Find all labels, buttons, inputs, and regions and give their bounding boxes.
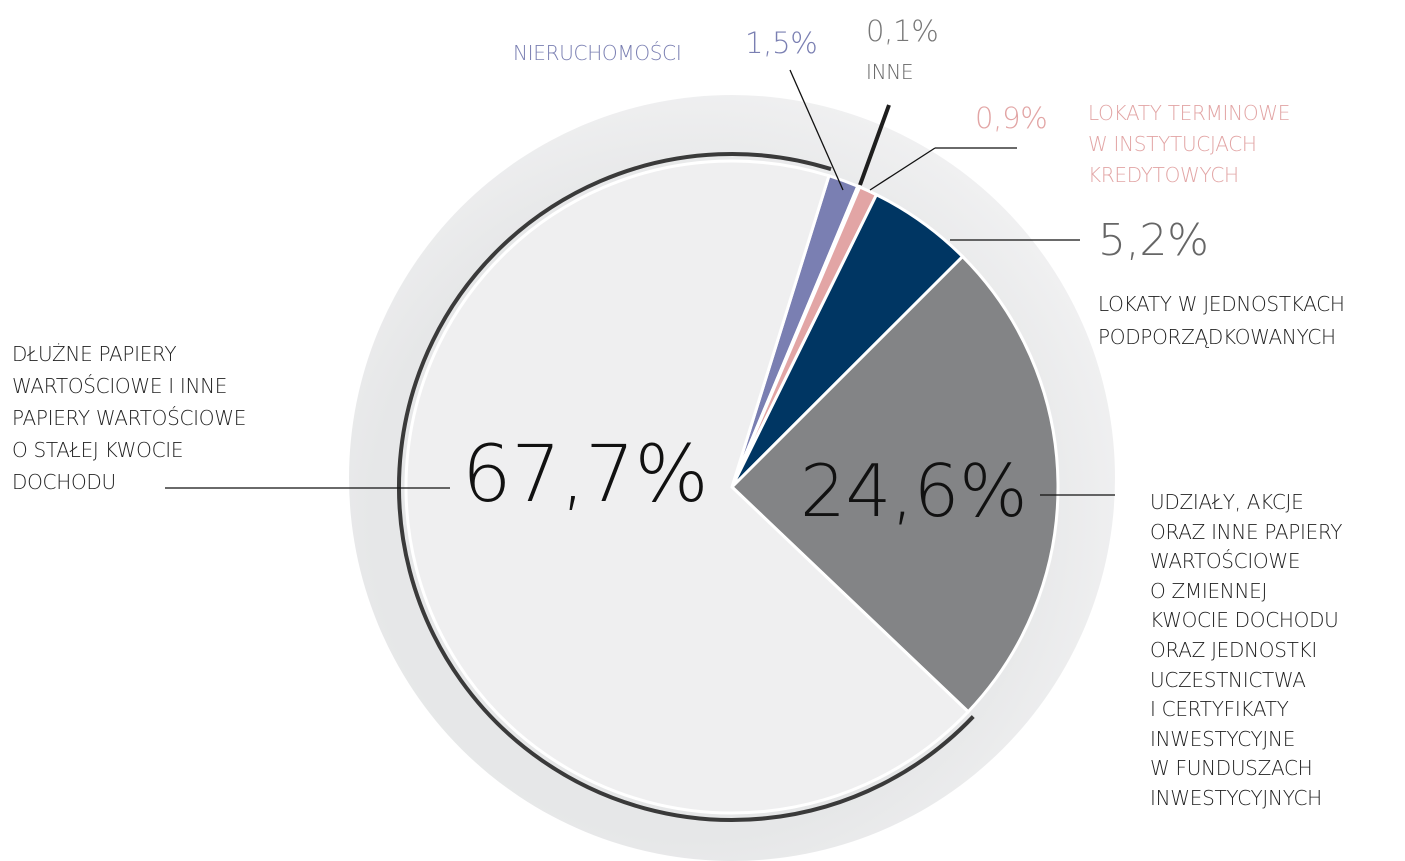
label-value: 0,1% (866, 14, 939, 48)
label-name: LOKATY W JEDNOSTKACH PODPORZĄDKOWANYCH (1098, 292, 1345, 349)
label-value: 0,9% (975, 101, 1048, 135)
label-value: 1,5% (745, 26, 818, 60)
slices (397, 152, 1060, 822)
slice (404, 159, 971, 815)
leaders (165, 69, 1115, 496)
label-name: LOKATY TERMINOWE W INSTYTUCJACH KREDYTOW… (1088, 101, 1291, 187)
label-value: 5,2% (1098, 215, 1209, 266)
slice (729, 254, 1060, 714)
label-name: UDZIAŁY, AKCJE ORAZ INNE PAPIERY WARTOŚC… (1150, 490, 1343, 810)
leader-inne (858, 104, 891, 186)
label-name: NIERUCHOMOŚCI (513, 41, 682, 65)
label-value: 67,7% (462, 430, 709, 520)
label-name: INNE (866, 60, 914, 84)
label-name: DŁUŻNE PAPIERY WARTOŚCIOWE I INNE PAPIER… (12, 342, 247, 494)
label-value: 24,6% (800, 449, 1028, 533)
slice-outline (397, 152, 975, 822)
